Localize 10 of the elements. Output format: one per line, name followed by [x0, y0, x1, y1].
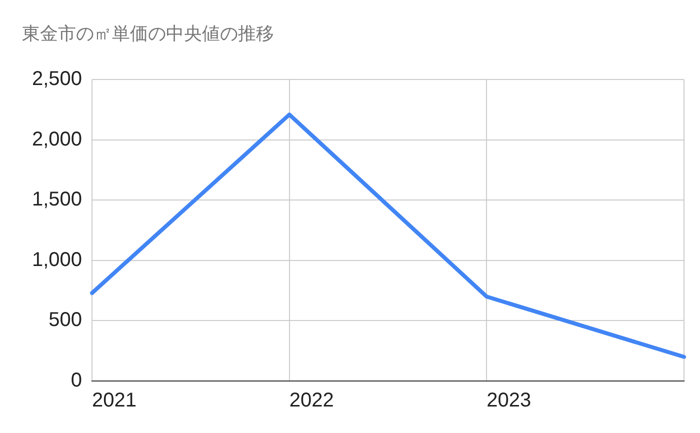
- chart-title: 東金市の㎡単価の中央値の推移: [22, 23, 274, 44]
- y-tick-label: 2,000: [32, 128, 82, 150]
- y-tick-label: 1,000: [32, 248, 82, 271]
- x-tick-label: 2021: [92, 390, 137, 412]
- y-tick-label: 1,500: [32, 188, 82, 211]
- x-tick-label: 2023: [486, 390, 532, 412]
- y-tick-label: 2,500: [32, 68, 82, 90]
- y-tick-label: 0: [70, 370, 82, 392]
- x-tick-label: 2022: [289, 390, 334, 412]
- y-tick-label: 500: [48, 309, 82, 332]
